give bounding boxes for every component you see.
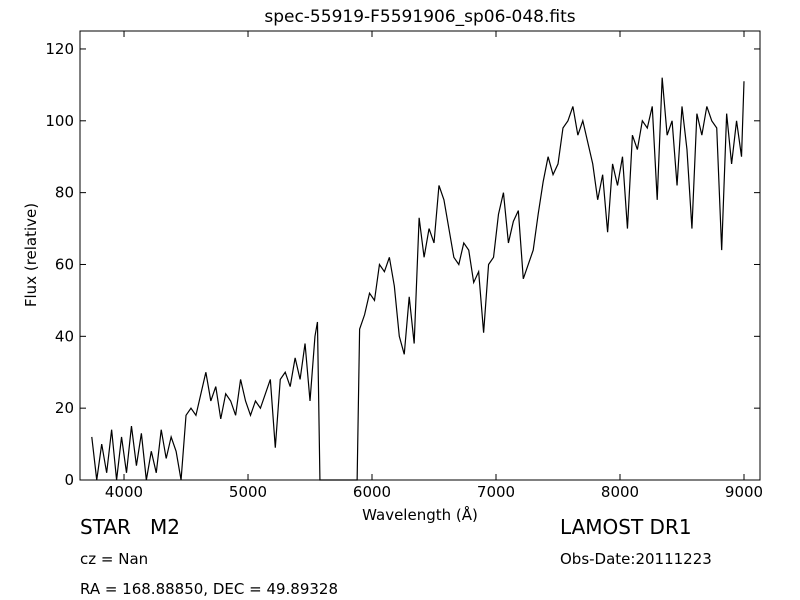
x-tick-label: 4000 <box>105 483 143 501</box>
x-tick-label: 7000 <box>477 483 515 501</box>
y-tick-label: 60 <box>55 255 74 273</box>
y-tick-label: 20 <box>55 399 74 417</box>
annotation: Obs-Date:20111223 <box>560 550 712 568</box>
y-tick-label: 100 <box>45 112 74 130</box>
annotation: LAMOST DR1 <box>560 515 692 539</box>
plot-frame <box>79 30 761 481</box>
annotation: RA = 168.88850, DEC = 49.89328 <box>80 580 338 598</box>
y-tick-label: 0 <box>64 471 74 489</box>
x-tick-label: 9000 <box>725 483 763 501</box>
x-tick-label: 6000 <box>353 483 391 501</box>
x-axis-label: Wavelength (Å) <box>362 505 478 524</box>
spectrum-line <box>91 77 745 481</box>
chart-title: spec-55919-F5591906_sp06-048.fits <box>264 7 575 27</box>
y-tick-label: 40 <box>55 327 74 345</box>
x-tick-label: 8000 <box>601 483 639 501</box>
y-tick-label: 80 <box>55 184 74 202</box>
annotation: STAR M2 <box>80 515 180 539</box>
annotation: cz = Nan <box>80 550 148 568</box>
y-tick-label: 120 <box>45 40 74 58</box>
x-tick-label: 5000 <box>229 483 267 501</box>
y-axis-label: Flux (relative) <box>22 203 40 307</box>
